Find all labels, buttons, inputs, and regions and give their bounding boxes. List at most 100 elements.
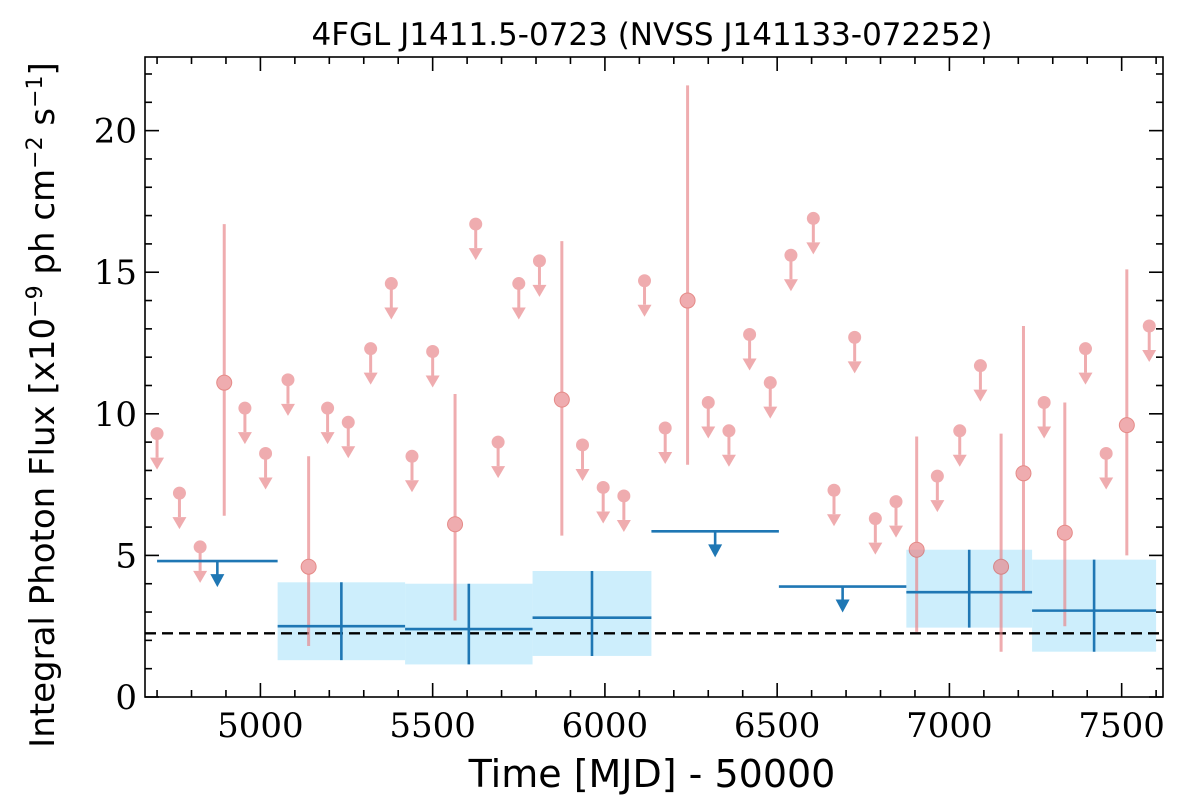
short-detection-point xyxy=(216,374,233,391)
y-tick-label-15: 15 xyxy=(94,253,137,293)
short-bin-detection-9 xyxy=(1118,269,1135,556)
short-limit-arrow xyxy=(721,454,736,467)
short-detection-point xyxy=(1118,417,1135,434)
short-limit-arrow xyxy=(806,242,821,255)
short-limit-point xyxy=(596,480,610,494)
short-limit-point xyxy=(150,427,164,441)
short-limit-arrow xyxy=(596,511,611,524)
short-bin-upper-limit-26 xyxy=(806,211,821,255)
short-limit-point xyxy=(784,248,798,262)
short-limit-arrow xyxy=(511,307,526,320)
short-limit-point xyxy=(889,495,903,509)
short-limit-arrow xyxy=(1099,477,1114,490)
short-limit-arrow xyxy=(363,372,378,385)
short-bin-upper-limit-11 xyxy=(425,345,440,388)
chart-title: 4FGL J1411.5-0723 (NVSS J141133-072252) xyxy=(311,17,992,53)
long-limit-arrow xyxy=(708,544,723,558)
short-detection-point xyxy=(679,292,696,309)
y-tick-label-0: 0 xyxy=(115,678,137,718)
short-bin-upper-limit-30 xyxy=(889,495,904,538)
short-limit-arrow xyxy=(658,451,673,464)
short-limit-point xyxy=(953,424,967,438)
long-bin-detection-0 xyxy=(277,582,406,661)
long-bin-detection-4 xyxy=(1032,559,1157,652)
short-bin-upper-limit-4 xyxy=(258,446,273,490)
short-limit-arrow xyxy=(150,457,165,470)
short-limit-point xyxy=(848,330,862,344)
short-limit-point xyxy=(238,401,252,415)
short-bin-upper-limit-14 xyxy=(511,277,526,320)
long-bin-series xyxy=(157,530,1157,665)
short-limit-point xyxy=(512,277,526,291)
short-limit-arrow xyxy=(404,480,419,493)
short-limit-arrow xyxy=(783,279,798,292)
short-bin-upper-limit-17 xyxy=(596,480,611,524)
short-detection-point xyxy=(1056,524,1073,541)
short-limit-arrow xyxy=(575,468,590,481)
short-limit-arrow xyxy=(889,525,904,538)
short-limit-point xyxy=(1078,342,1092,356)
y-axis-label: Integral Photon Flux [x10−9 ph cm−2 s−1] xyxy=(23,62,63,748)
short-limit-arrow xyxy=(973,389,988,402)
short-limit-point xyxy=(469,217,483,231)
short-bin-upper-limit-24 xyxy=(763,376,778,419)
x-tick-label-7500: 7500 xyxy=(1078,706,1165,746)
x-tick-label-6000: 6000 xyxy=(562,706,649,746)
plot-area xyxy=(144,56,1164,698)
short-limit-arrow xyxy=(172,517,187,530)
short-limit-point xyxy=(638,274,652,288)
short-bin-upper-limit-18 xyxy=(616,489,631,532)
short-limit-point xyxy=(973,359,987,373)
short-bin-detection-5 xyxy=(908,436,925,632)
short-bin-upper-limit-34 xyxy=(1037,395,1052,439)
short-limit-arrow xyxy=(952,454,967,467)
short-bin-upper-limit-36 xyxy=(1099,446,1114,490)
short-bin-upper-limit-33 xyxy=(973,359,988,402)
short-bin-upper-limit-35 xyxy=(1078,342,1093,385)
axis-ticks xyxy=(145,57,1163,698)
short-limit-point xyxy=(405,449,419,463)
short-limit-point xyxy=(930,469,944,483)
short-detection-point xyxy=(447,516,464,533)
short-bin-upper-limit-23 xyxy=(742,328,757,371)
short-bin-upper-limit-7 xyxy=(341,415,356,459)
long-limit-arrow xyxy=(835,599,850,613)
long-limit-arrow xyxy=(210,574,225,588)
short-bin-upper-limit-3 xyxy=(237,401,252,445)
short-limit-point xyxy=(576,438,590,452)
long-bin-detection-2 xyxy=(532,570,652,656)
long-bin-upper-limit-1 xyxy=(651,530,779,558)
short-bin-upper-limit-19 xyxy=(637,274,652,317)
short-detection-point xyxy=(300,558,317,575)
short-limit-point xyxy=(617,489,631,503)
short-bin-detection-2 xyxy=(447,393,464,621)
y-tick-label-10: 10 xyxy=(94,395,137,435)
short-limit-point xyxy=(193,540,207,554)
short-limit-point xyxy=(1099,446,1113,460)
short-bin-upper-limit-22 xyxy=(721,424,736,467)
short-detection-point xyxy=(908,541,925,558)
short-limit-point xyxy=(384,277,398,291)
x-tick-label-5000: 5000 xyxy=(217,706,304,746)
short-limit-arrow xyxy=(384,307,399,320)
short-limit-arrow xyxy=(637,304,652,317)
short-bin-upper-limit-16 xyxy=(575,438,590,481)
short-detection-point xyxy=(993,558,1010,575)
short-bin-upper-limit-1 xyxy=(172,486,187,530)
short-bin-upper-limit-15 xyxy=(532,254,547,297)
short-limit-arrow xyxy=(491,466,506,479)
long-bin-detection-1 xyxy=(405,583,533,665)
short-limit-point xyxy=(321,401,335,415)
short-limit-arrow xyxy=(193,570,208,583)
x-tick-label-6500: 6500 xyxy=(734,706,821,746)
short-bin-detection-3 xyxy=(553,241,570,536)
long-bin-upper-limit-2 xyxy=(778,585,907,613)
short-limit-point xyxy=(763,376,777,390)
short-bin-detection-0 xyxy=(216,224,233,516)
short-limit-arrow xyxy=(280,403,295,416)
short-limit-arrow xyxy=(616,519,631,532)
short-limit-arrow xyxy=(237,432,252,445)
short-bin-upper-limit-2 xyxy=(193,540,208,583)
short-bin-upper-limit-13 xyxy=(491,435,506,479)
